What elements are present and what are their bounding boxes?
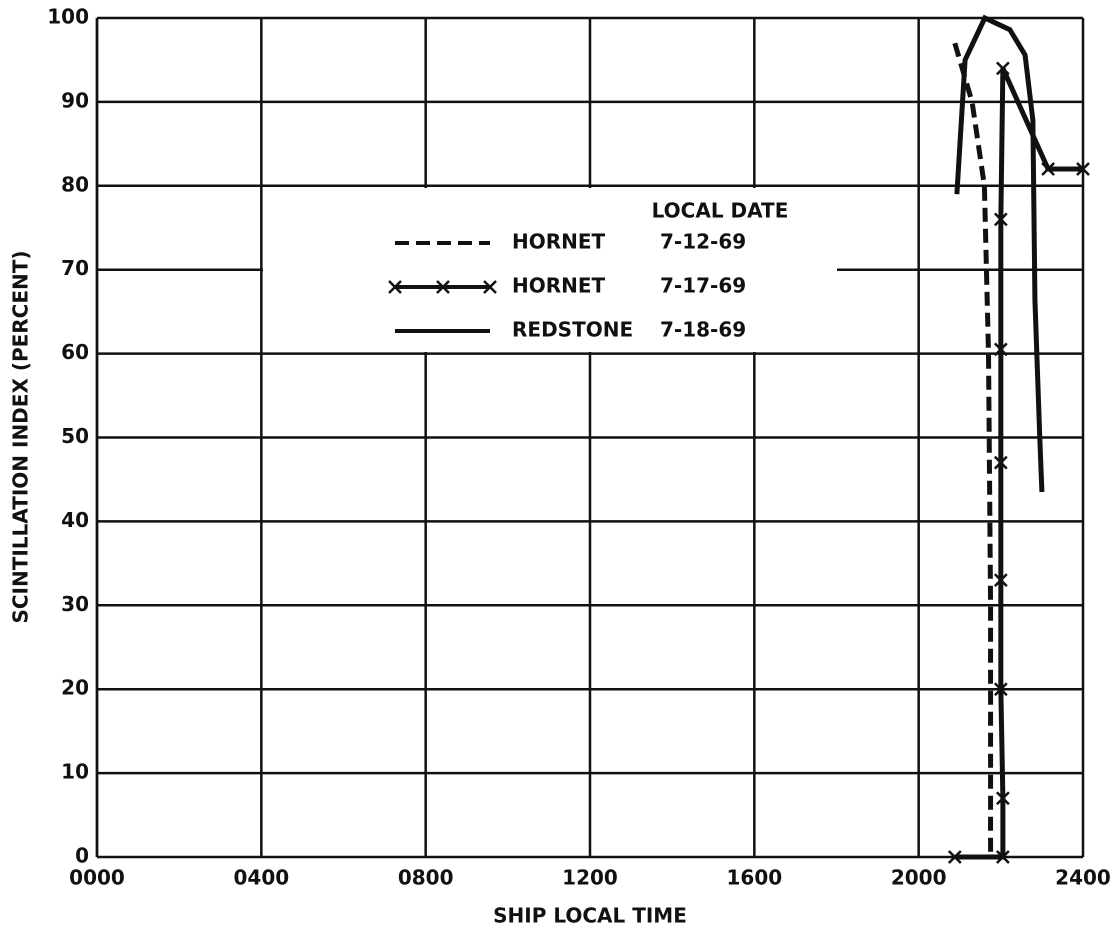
y-tick-label: 40 bbox=[61, 508, 89, 532]
y-tick-label: 100 bbox=[47, 5, 89, 29]
y-axis-label: SCINTILLATION INDEX (PERCENT) bbox=[9, 250, 33, 623]
legend-title: LOCAL DATE bbox=[652, 199, 789, 223]
legend-date: 7-17-69 bbox=[660, 274, 746, 298]
y-tick-label: 0 bbox=[75, 844, 89, 868]
y-tick-label: 70 bbox=[61, 256, 89, 280]
marker bbox=[1041, 162, 1055, 176]
marker bbox=[993, 682, 1008, 697]
marker bbox=[993, 455, 1008, 470]
legend-marker bbox=[388, 280, 402, 294]
legend-marker bbox=[483, 280, 497, 294]
marker bbox=[996, 850, 1010, 864]
series-line bbox=[952, 42, 994, 857]
x-tick-label: 0400 bbox=[233, 866, 289, 890]
marker bbox=[1076, 162, 1090, 176]
x-tick-label: 2400 bbox=[1055, 866, 1111, 890]
y-tick-label: 90 bbox=[61, 88, 89, 112]
legend-label: REDSTONE bbox=[512, 318, 633, 342]
marker bbox=[993, 573, 1008, 588]
x-axis-label: SHIP LOCAL TIME bbox=[493, 904, 687, 928]
series-line bbox=[954, 14, 1045, 493]
legend-box bbox=[263, 188, 837, 352]
y-tick-label: 10 bbox=[61, 760, 89, 784]
x-tick-label: 0800 bbox=[398, 866, 454, 890]
y-tick-label: 60 bbox=[61, 340, 89, 364]
y-tick-label: 30 bbox=[61, 592, 89, 616]
legend-label: HORNET bbox=[512, 230, 606, 254]
legend-label: HORNET bbox=[512, 274, 606, 298]
legend-date: 7-18-69 bbox=[660, 318, 746, 342]
x-tick-label: 1200 bbox=[562, 866, 618, 890]
y-tick-label: 80 bbox=[61, 172, 89, 196]
y-tick-label: 20 bbox=[61, 676, 89, 700]
marker bbox=[947, 850, 962, 864]
marker bbox=[993, 342, 1008, 357]
marker bbox=[996, 61, 1010, 76]
x-tick-label: 0000 bbox=[69, 866, 125, 890]
legend-marker bbox=[436, 280, 450, 294]
x-tick-label: 2000 bbox=[891, 866, 947, 890]
legend-date: 7-12-69 bbox=[660, 230, 746, 254]
y-tick-label: 50 bbox=[61, 424, 89, 448]
x-tick-label: 1600 bbox=[726, 866, 782, 890]
marker bbox=[993, 212, 1008, 227]
marker bbox=[996, 791, 1010, 806]
